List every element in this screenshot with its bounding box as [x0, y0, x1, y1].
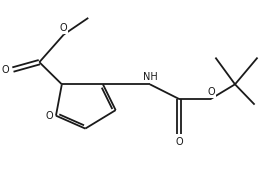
- Text: NH: NH: [143, 72, 157, 82]
- Text: O: O: [176, 137, 183, 147]
- Text: O: O: [208, 87, 216, 97]
- Text: O: O: [60, 23, 68, 33]
- Text: O: O: [2, 65, 9, 75]
- Text: O: O: [45, 111, 53, 121]
